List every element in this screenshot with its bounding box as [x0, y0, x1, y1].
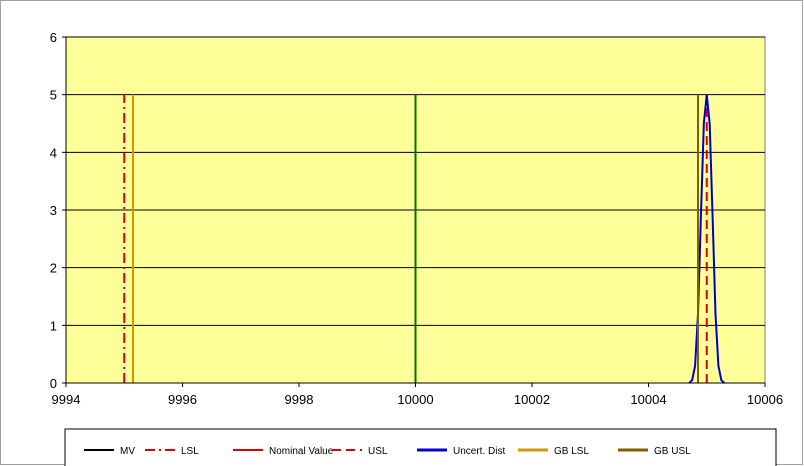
tick-labels: 0 1 2 3 4 5 6 9994 9996 9998 10000 10002 10004 10006 — [50, 30, 783, 407]
legend-label: Nominal Value — [269, 446, 334, 457]
x-tick-label: 9998 — [285, 392, 314, 407]
y-tick-label: 4 — [50, 145, 57, 160]
x-tick-label: 10004 — [630, 392, 666, 407]
legend: MV LSL Nominal Value USL Uncert. Dist GB LSL G… — [64, 428, 777, 466]
legend-label: LSL — [181, 446, 199, 457]
series-group — [123, 94, 725, 384]
legend-label: MV — [120, 446, 135, 457]
y-tick-label: 0 — [50, 376, 57, 391]
legend-label: Uncert. Dist — [453, 446, 505, 457]
y-tick-label: 3 — [50, 203, 57, 218]
y-tick-label: 1 — [50, 318, 57, 333]
legend-label: GB LSL — [554, 446, 589, 457]
y-tick-label: 6 — [50, 30, 57, 45]
x-tick-label: 10000 — [397, 392, 433, 407]
y-tick-label: 5 — [50, 88, 57, 103]
series-uncert-dist — [688, 94, 725, 384]
legend-label: GB USL — [654, 446, 691, 457]
x-tick-label: 10002 — [514, 392, 550, 407]
legend-label: USL — [368, 446, 388, 457]
axes — [62, 36, 766, 387]
legend-box — [64, 428, 777, 466]
x-tick-label: 9996 — [168, 392, 197, 407]
x-tick-label: 10006 — [747, 392, 783, 407]
y-tick-label: 2 — [50, 261, 57, 276]
x-tick-label: 9994 — [52, 392, 81, 407]
